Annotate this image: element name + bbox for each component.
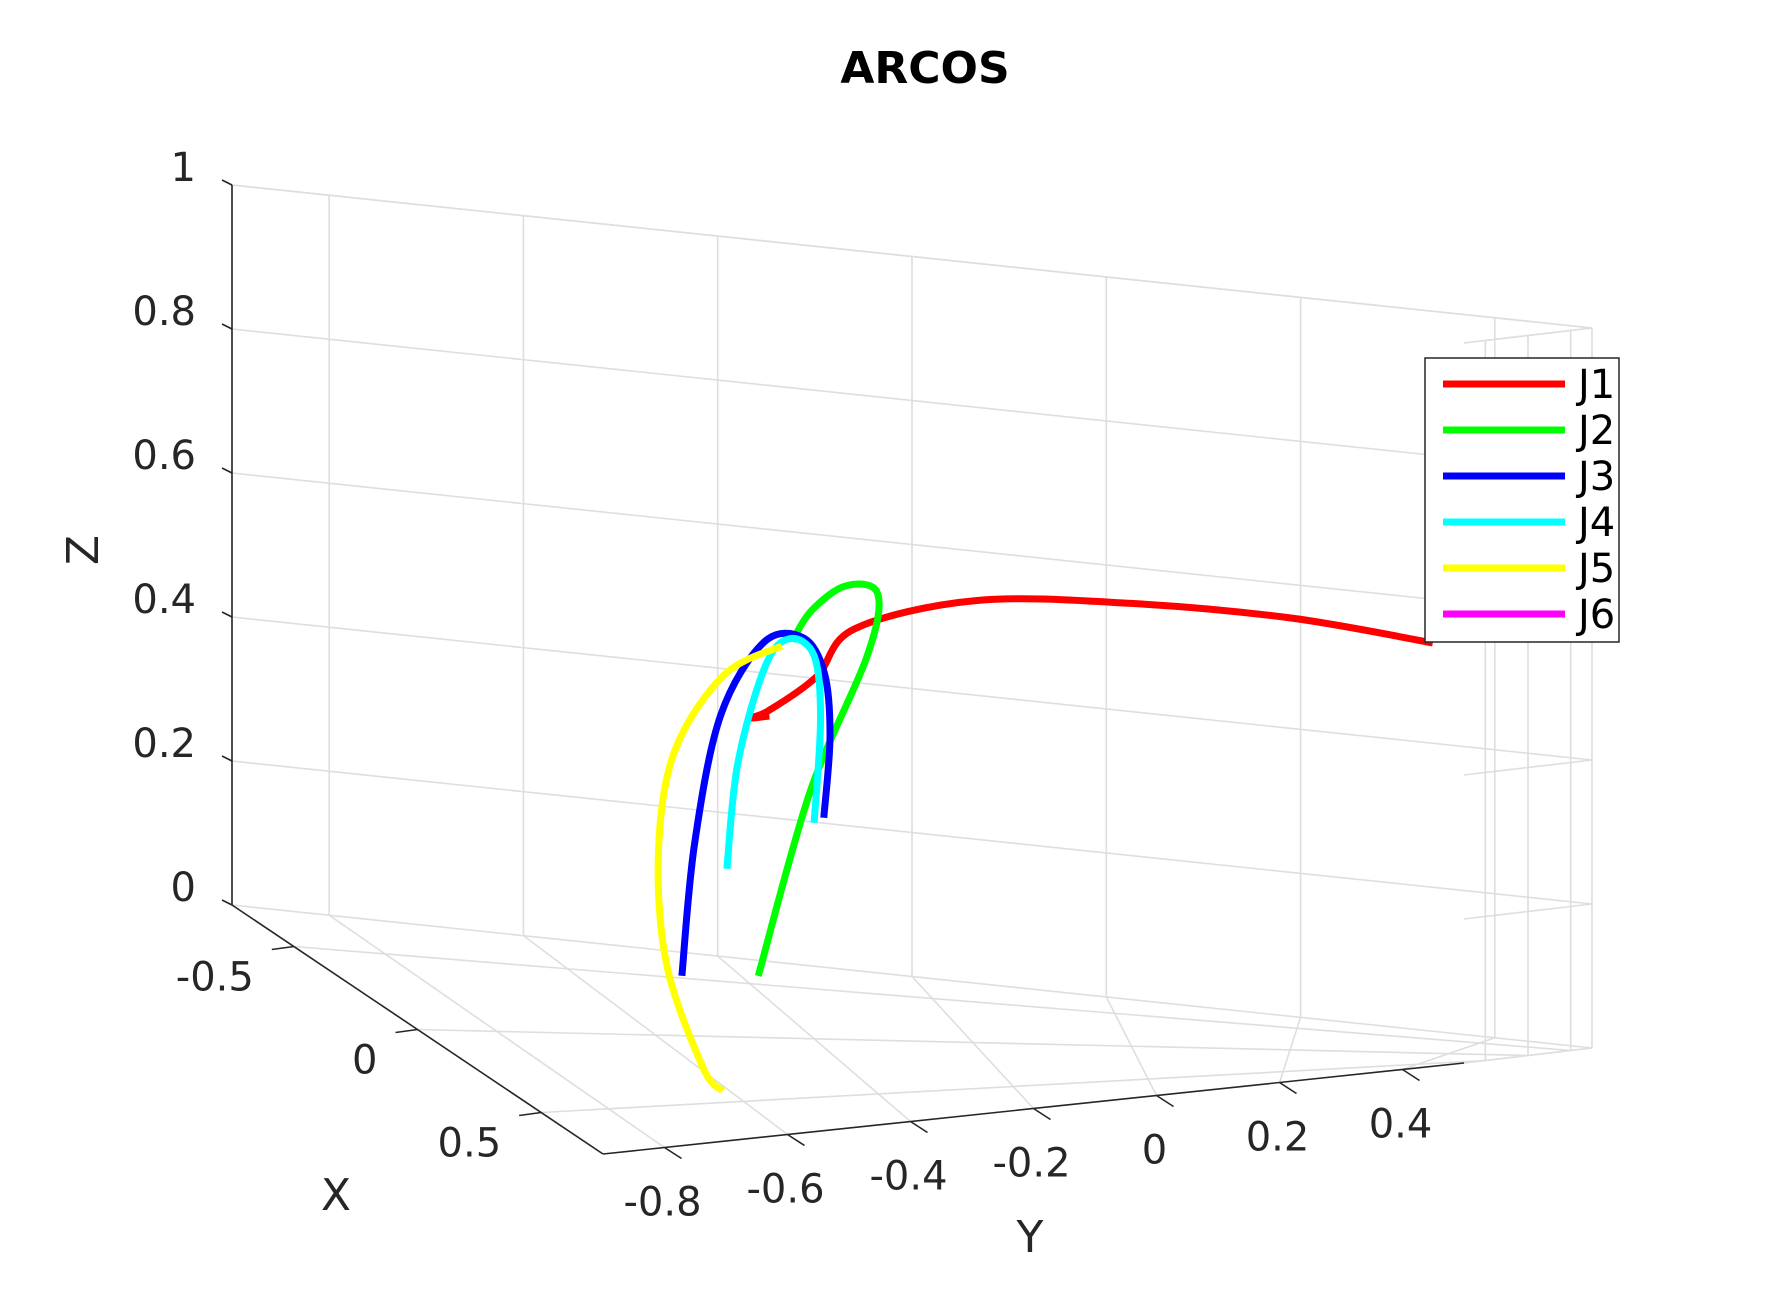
- z-axis-label: Z: [58, 535, 109, 565]
- z-tick-label: 0.8: [132, 289, 196, 335]
- floor-grid-x: [417, 1028, 1529, 1057]
- axes-layer: [221, 179, 1465, 1160]
- legend-box: [1424, 357, 1620, 643]
- x-tick-mark: [395, 1028, 418, 1034]
- series-line-j1: [746, 595, 1434, 722]
- y-tick-label: -0.4: [869, 1154, 947, 1200]
- z-tick-mark: [221, 899, 233, 906]
- back-wall-grid-z: [231, 904, 1593, 1049]
- legend-label-j2: J2: [1575, 408, 1615, 454]
- back-wall-grid-z: [231, 760, 1593, 905]
- legend-label-j4: J4: [1575, 500, 1615, 546]
- y-tick-mark: [1156, 1094, 1174, 1108]
- ticks-layer: 0 0.2 0.4 0.6 0.8 1 -0.5 0 0.5 -0.8 -0.6 -0.4 -0.2 0 0…: [132, 145, 1432, 1226]
- z-tick-mark: [221, 755, 233, 762]
- chart-title: ARCOS: [840, 43, 1009, 94]
- y-tick-label: 0.2: [1246, 1115, 1310, 1161]
- back-wall-grid-z: [231, 616, 1593, 761]
- y-tick-mark: [1033, 1107, 1051, 1121]
- back-wall-grid-z: [231, 184, 1593, 329]
- series-line-j5: [654, 642, 784, 1094]
- z-tick-mark: [221, 611, 233, 618]
- back-wall-grid-z: [231, 328, 1593, 473]
- z-tick-mark: [221, 467, 233, 474]
- right-wall-grid-z: [1463, 903, 1593, 920]
- y-tick-mark: [1402, 1068, 1420, 1082]
- right-wall-grid-z: [1463, 1047, 1593, 1064]
- y-tick-mark: [910, 1120, 928, 1134]
- y-tick-label: -0.8: [623, 1180, 701, 1226]
- x-tick-label: 0.5: [438, 1121, 502, 1167]
- series-layer: [654, 580, 1434, 1094]
- floor-grid-x: [293, 945, 1571, 1052]
- legend-label-j6: J6: [1575, 592, 1615, 638]
- series-line-j2: [754, 580, 883, 977]
- back-wall-grid-z: [231, 472, 1593, 617]
- y-tick-mark: [664, 1146, 682, 1160]
- y-tick-label: 0: [1142, 1128, 1167, 1174]
- series-line-j3: [678, 629, 834, 977]
- y-tick-label: 0.4: [1369, 1102, 1433, 1148]
- x-axis-label: X: [321, 1170, 351, 1221]
- x-tick-mark: [271, 945, 294, 951]
- z-tick-label: 1: [171, 145, 196, 191]
- right-wall-grid-z: [1463, 759, 1593, 776]
- floor-grid-x: [541, 1059, 1486, 1114]
- series-line-j4: [723, 634, 825, 870]
- y-axis-label: Y: [1016, 1212, 1044, 1263]
- y-tick-label: -0.2: [992, 1141, 1070, 1187]
- z-tick-label: 0.4: [132, 577, 196, 623]
- legend-label-j3: J3: [1575, 454, 1615, 500]
- z-tick-label: 0.2: [132, 721, 196, 767]
- y-tick-label: -0.6: [746, 1167, 824, 1213]
- y-tick-mark: [1279, 1081, 1297, 1095]
- x-tick-label: 0: [352, 1038, 377, 1084]
- legend-label-j5: J5: [1575, 546, 1615, 592]
- right-wall-grid-z: [1463, 327, 1593, 344]
- x-tick-label: -0.5: [176, 955, 254, 1001]
- x-tick-mark: [519, 1111, 542, 1117]
- z-tick-label: 0: [171, 865, 196, 911]
- legend-label-j1: J1: [1575, 362, 1615, 408]
- y-tick-mark: [787, 1133, 805, 1147]
- z-tick-label: 0.6: [132, 433, 196, 479]
- z-tick-mark: [221, 179, 233, 186]
- z-tick-mark: [221, 323, 233, 330]
